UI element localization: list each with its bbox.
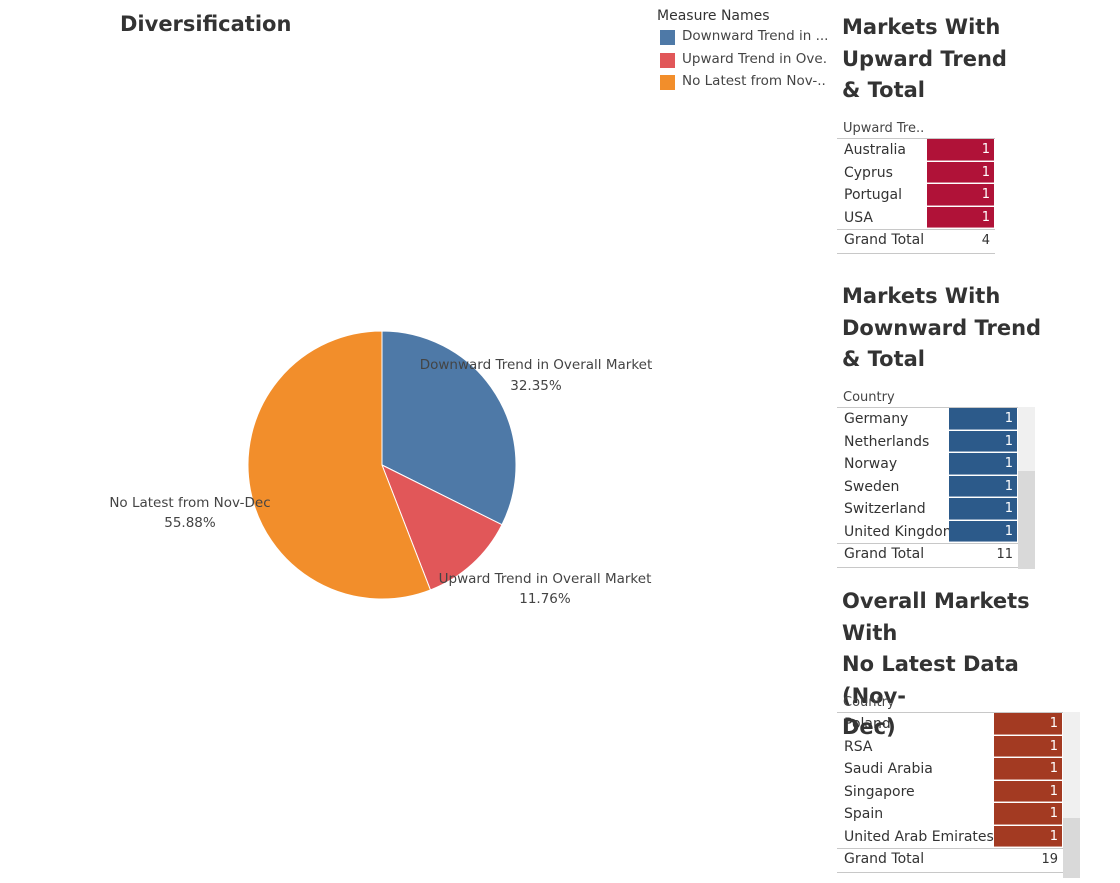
legend-swatch-no-latest (660, 75, 675, 90)
slice-label-no-latest: No Latest from Nov-Dec (109, 495, 270, 511)
country-name: Cyprus (844, 164, 893, 181)
count-cell: 1 (994, 803, 1062, 825)
table-row[interactable]: Spain 1 (837, 803, 1063, 826)
country-name: Norway (844, 456, 898, 472)
legend-label-upward: Upward Trend in Ove... (682, 50, 827, 67)
count-cell: 1 (927, 206, 994, 228)
grand-total-row: Grand Total 11 (837, 543, 1018, 568)
upward-title-line-2: Upward Trend (842, 46, 1007, 71)
legend: Measure Names Downward Trend in ... Upwa… (657, 6, 827, 94)
slice-no-latest[interactable] (247, 330, 432, 600)
country-name: Poland (844, 716, 891, 732)
table-row[interactable]: Sweden 1 (837, 475, 1018, 499)
downward-section-title: Markets With Downward Trend & Total (842, 281, 1082, 376)
count-cell: 1 (994, 758, 1062, 780)
count-cell: 1 (927, 161, 994, 183)
table-row[interactable]: Switzerland 1 (837, 498, 1018, 521)
count-cell: 1 (994, 825, 1062, 847)
downward-scrollbar[interactable] (1018, 407, 1035, 569)
nolatest-scrollbar-thumb[interactable] (1063, 818, 1080, 878)
upward-title-line-3: & Total (842, 78, 925, 102)
grand-total-value: 19 (1041, 852, 1058, 867)
downward-table-header[interactable]: Country (843, 390, 895, 405)
nolatest-table-header[interactable]: Country (843, 695, 895, 710)
country-name: Spain (844, 806, 884, 822)
table-row[interactable]: RSA 1 (837, 735, 1063, 759)
country-name: Switzerland (844, 501, 926, 517)
table-row[interactable]: Cyprus 1 (837, 161, 995, 185)
count-cell: 1 (927, 139, 994, 161)
count-cell: 1 (949, 408, 1017, 430)
chart-title: Diversification (120, 12, 292, 36)
slice-downward[interactable] (381, 330, 517, 526)
count-cell: 1 (994, 735, 1062, 757)
table-row[interactable]: United Arab Emirates 1 (837, 825, 1063, 849)
table-row[interactable]: Germany 1 (837, 408, 1018, 431)
nolatest-title-line-1: Overall Markets With (842, 589, 1030, 645)
nolatest-title-line-3: Dec) (842, 715, 896, 739)
table-row[interactable]: Netherlands 1 (837, 430, 1018, 454)
legend-label-no-latest: No Latest from Nov-... (682, 73, 827, 89)
downward-title-line-1: Markets With (842, 284, 1001, 308)
legend-label-downward: Downward Trend in ... (682, 28, 827, 44)
country-name: Germany (844, 411, 909, 427)
country-name: USA (844, 209, 873, 226)
legend-item-no-latest[interactable]: No Latest from Nov-... (657, 71, 827, 94)
table-row[interactable]: Norway 1 (837, 453, 1018, 476)
count-cell: 1 (949, 475, 1017, 497)
count-cell: 1 (949, 430, 1017, 452)
downward-scrollbar-thumb[interactable] (1018, 471, 1035, 569)
grand-total-value: 11 (996, 547, 1013, 562)
grand-total-label: Grand Total (844, 546, 925, 562)
slice-value-upward: 11.76% (519, 591, 571, 607)
country-name: Singapore (844, 783, 915, 800)
grand-total-value: 4 (981, 233, 990, 248)
country-name: Australia (844, 142, 906, 158)
table-row[interactable]: Saudi Arabia 1 (837, 758, 1063, 781)
grand-total-label: Grand Total (844, 851, 925, 867)
count-cell: 1 (927, 184, 994, 206)
legend-item-downward[interactable]: Downward Trend in ... (657, 26, 827, 49)
table-row[interactable]: Australia 1 (837, 139, 995, 162)
country-name: Portugal (844, 187, 902, 203)
country-name: Saudi Arabia (844, 761, 933, 777)
upward-table-header[interactable]: Upward Tre.. (843, 121, 925, 136)
country-name: RSA (844, 738, 873, 755)
nolatest-title-line-2: No Latest Data (Nov- (842, 652, 1019, 708)
grand-total-label: Grand Total (844, 232, 925, 248)
table-row[interactable]: USA 1 (837, 206, 995, 230)
country-name: Sweden (844, 478, 900, 495)
downward-title-line-2: Downward Trend (842, 315, 1042, 340)
upward-title-line-1: Markets With (842, 15, 1001, 39)
pie-chart: Downward Trend in Overall Market 32.35% … (109, 330, 653, 607)
nolatest-scrollbar[interactable] (1063, 712, 1080, 878)
count-cell: 1 (949, 453, 1017, 475)
country-name: Netherlands (844, 433, 930, 450)
slice-value-no-latest: 55.88% (164, 515, 216, 531)
country-name: United Arab Emirates (844, 828, 994, 845)
country-name: United Kingdom (844, 523, 957, 540)
grand-total-row: Grand Total 19 (837, 848, 1063, 873)
slice-label-downward: Downward Trend in Overall Market (420, 357, 653, 373)
slice-upward[interactable] (381, 463, 503, 591)
grand-total-row: Grand Total 4 (837, 229, 995, 254)
legend-title: Measure Names (657, 8, 770, 24)
count-cell: 1 (994, 713, 1062, 735)
downward-title-line-3: & Total (842, 347, 925, 371)
count-cell: 1 (949, 498, 1017, 520)
count-cell: 1 (994, 780, 1062, 802)
nolatest-section-title: Overall Markets With No Latest Data (Nov… (842, 586, 1082, 744)
table-row[interactable]: United Kingdom 1 (837, 520, 1018, 544)
upward-section-title: Markets With Upward Trend & Total (842, 12, 1082, 107)
count-cell: 1 (949, 520, 1017, 542)
legend-swatch-downward (660, 30, 675, 45)
table-row[interactable]: Poland 1 (837, 713, 1063, 736)
table-row[interactable]: Singapore 1 (837, 780, 1063, 804)
slice-value-downward: 32.35% (510, 378, 562, 394)
table-row[interactable]: Portugal 1 (837, 184, 995, 207)
legend-item-upward[interactable]: Upward Trend in Ove... (657, 49, 827, 72)
legend-swatch-upward (660, 52, 675, 68)
slice-label-upward: Upward Trend in Overall Market (439, 571, 652, 587)
